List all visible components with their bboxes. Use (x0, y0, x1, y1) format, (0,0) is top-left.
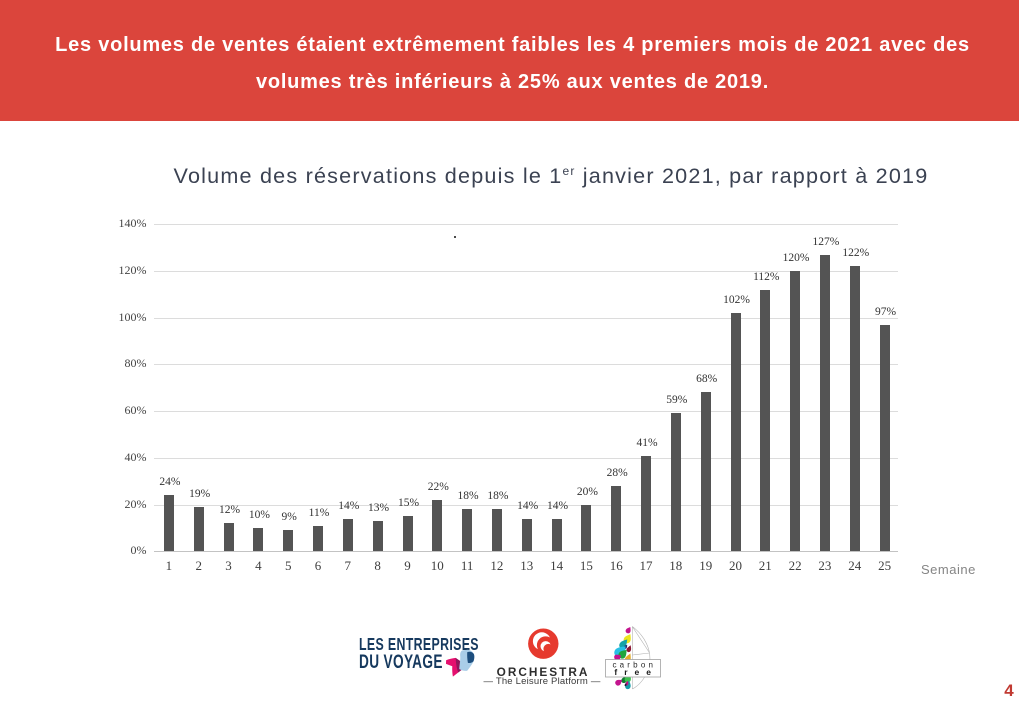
svg-text:carbon: carbon (612, 660, 656, 669)
svg-text:free: free (614, 667, 658, 677)
